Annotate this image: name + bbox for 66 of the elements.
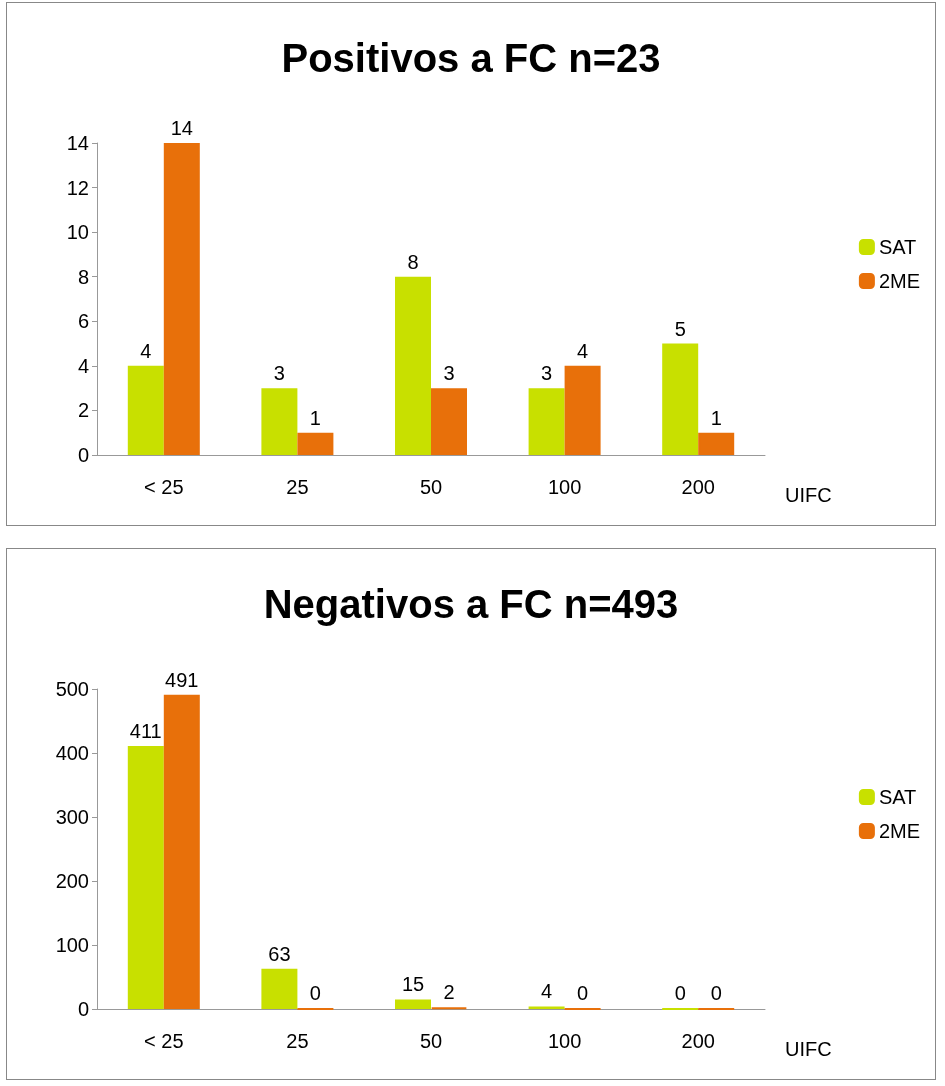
bar xyxy=(395,276,431,455)
bar xyxy=(528,388,565,455)
x-tick-label: 25 xyxy=(286,1030,309,1052)
data-label: 4 xyxy=(541,980,553,1003)
data-label: 2 xyxy=(443,981,455,1004)
y-tick-label: 500 xyxy=(55,678,89,700)
data-label: 1 xyxy=(710,406,722,429)
y-tick-label: 400 xyxy=(55,742,89,764)
data-label: 0 xyxy=(674,982,686,1004)
y-tick-label: 12 xyxy=(66,176,89,199)
data-label: 5 xyxy=(674,317,686,340)
x-tick-label: 100 xyxy=(547,476,582,498)
bar xyxy=(163,694,200,1009)
data-label: 15 xyxy=(401,973,425,996)
data-label: 1 xyxy=(309,406,321,429)
legend-label: SAT xyxy=(878,236,917,258)
y-tick-label: 300 xyxy=(55,806,89,828)
legend-label: SAT xyxy=(878,786,917,808)
y-tick-label: 8 xyxy=(77,265,89,288)
bar xyxy=(261,388,298,455)
x-axis-title: UIFC xyxy=(785,1038,832,1060)
chart-title: Negativos a FC n=493 xyxy=(263,582,679,626)
y-tick-label: 6 xyxy=(77,310,89,333)
y-tick-label: 14 xyxy=(66,132,89,154)
y-tick-label: 0 xyxy=(77,998,89,1020)
y-tick-label: 4 xyxy=(77,354,89,377)
bar xyxy=(698,432,735,455)
x-tick-label: 100 xyxy=(547,1030,582,1052)
x-tick-label: 200 xyxy=(681,476,715,498)
y-tick-label: 10 xyxy=(66,221,89,244)
bar xyxy=(297,432,334,455)
bar xyxy=(163,143,200,455)
data-label: 8 xyxy=(407,250,419,273)
bar xyxy=(395,999,431,1009)
x-tick-label: 50 xyxy=(419,476,443,498)
y-tick-label: 0 xyxy=(77,444,89,466)
x-tick-label: 200 xyxy=(681,1030,715,1052)
legend-label: 2ME xyxy=(878,270,920,292)
data-label: 3 xyxy=(541,362,553,385)
data-label: 0 xyxy=(710,982,722,1004)
data-label: 4 xyxy=(577,339,589,362)
bar xyxy=(127,365,164,455)
data-label: 491 xyxy=(165,668,199,691)
data-label: 3 xyxy=(273,362,285,385)
x-tick-label: 50 xyxy=(419,1030,443,1052)
data-label: 0 xyxy=(309,982,321,1004)
data-label: 4 xyxy=(140,339,152,362)
x-tick-label: < 25 xyxy=(144,476,184,498)
y-tick-label: 100 xyxy=(55,934,89,956)
bar xyxy=(662,343,699,455)
bar xyxy=(431,388,467,455)
x-axis-title: UIFC xyxy=(785,484,832,506)
data-label: 3 xyxy=(443,362,455,385)
data-label: 0 xyxy=(577,982,589,1004)
bar xyxy=(564,365,601,455)
x-tick-label: 25 xyxy=(286,476,309,498)
x-tick-label: < 25 xyxy=(144,1030,184,1052)
bar xyxy=(127,745,164,1009)
y-tick-label: 200 xyxy=(55,870,89,892)
data-label: 63 xyxy=(268,942,291,965)
bar xyxy=(261,968,298,1009)
data-label: 14 xyxy=(170,117,193,139)
legend-label: 2ME xyxy=(878,820,920,842)
y-tick-label: 2 xyxy=(77,399,89,422)
data-label: 411 xyxy=(129,719,162,742)
chart-title: Positivos a FC n=23 xyxy=(281,36,661,80)
